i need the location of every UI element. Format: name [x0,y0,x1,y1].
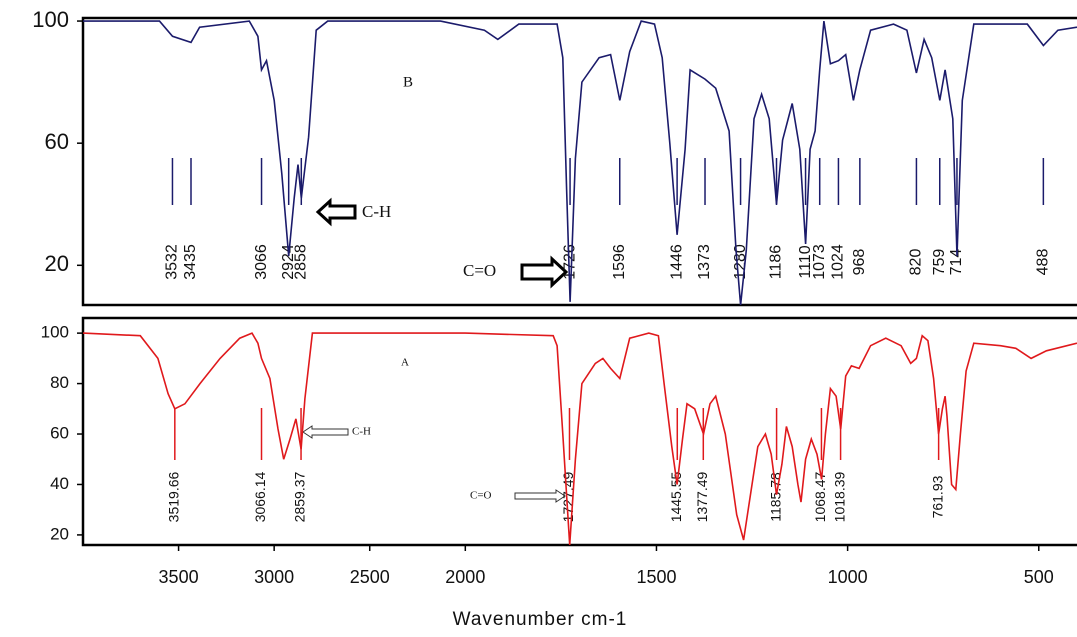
peak-label: 820 [908,249,925,276]
peak-label: 1373 [696,244,713,280]
annotation: C=O [470,490,492,502]
peak-label: 2924 [280,244,297,280]
y-tick-label: 100 [32,7,69,32]
peak-label: 1073 [811,244,828,280]
peak-label: 1018.39 [831,471,847,522]
spectrum-line [83,332,1077,545]
x-tick-label: 3500 [159,567,199,587]
peak-label: 3519.66 [166,471,182,522]
peak-label: 1068.47 [812,471,828,522]
y-tick-label: 60 [45,129,69,154]
peak-label: 714 [948,249,965,276]
peak-label: 1445.55 [668,471,684,522]
spectrum-line [83,20,1077,305]
peak-label: 3532 [164,244,181,280]
peak-label: 3066 [253,244,270,280]
peak-label: 968 [851,249,868,276]
peak-label: 1596 [611,244,628,280]
peak-label: 1446 [668,244,685,280]
x-tick-label: 1500 [636,567,676,587]
y-tick-label: 100 [41,323,69,342]
panel-label: B [403,74,413,90]
x-axis-title: Wavenumber cm-1 [453,609,628,630]
peak-label: 1726 [561,244,578,280]
arrow [315,197,357,227]
peak-label: 1185.78 [767,472,783,522]
peak-label: 3435 [182,244,199,280]
peak-label: 1110 [797,245,814,278]
annotation: C-H [352,426,371,438]
y-tick-label: 20 [45,251,69,276]
peak-label: 3066.14 [252,471,268,522]
annotation: C-H [362,202,391,221]
peak-label: 488 [1035,249,1052,276]
arrow [302,425,349,439]
x-tick-label: 2000 [445,567,485,587]
x-tick-label: 500 [1024,567,1054,587]
x-tick-label: 2500 [350,567,390,587]
plot-frame [81,316,1077,547]
peak-label: 1186 [768,245,785,280]
peak-label: 2858 [293,244,310,280]
y-tick-label: 60 [50,424,69,443]
x-tick-label: 3000 [254,567,294,587]
plot-frame [81,16,1077,307]
peak-label: 761.93 [929,475,945,518]
x-tick-label: 1000 [828,567,868,587]
y-tick-label: 80 [50,373,69,392]
arrow [514,489,566,503]
y-tick-label: 20 [50,524,69,543]
panel-label: A [401,357,409,369]
peak-label: 759 [931,249,948,276]
arrow [520,255,569,289]
peak-label: 2859.37 [292,471,308,522]
peak-label: 1377.49 [694,471,710,522]
peak-label: 1024 [830,244,847,280]
y-tick-label: 40 [50,474,69,493]
annotation: C=O [463,261,496,280]
